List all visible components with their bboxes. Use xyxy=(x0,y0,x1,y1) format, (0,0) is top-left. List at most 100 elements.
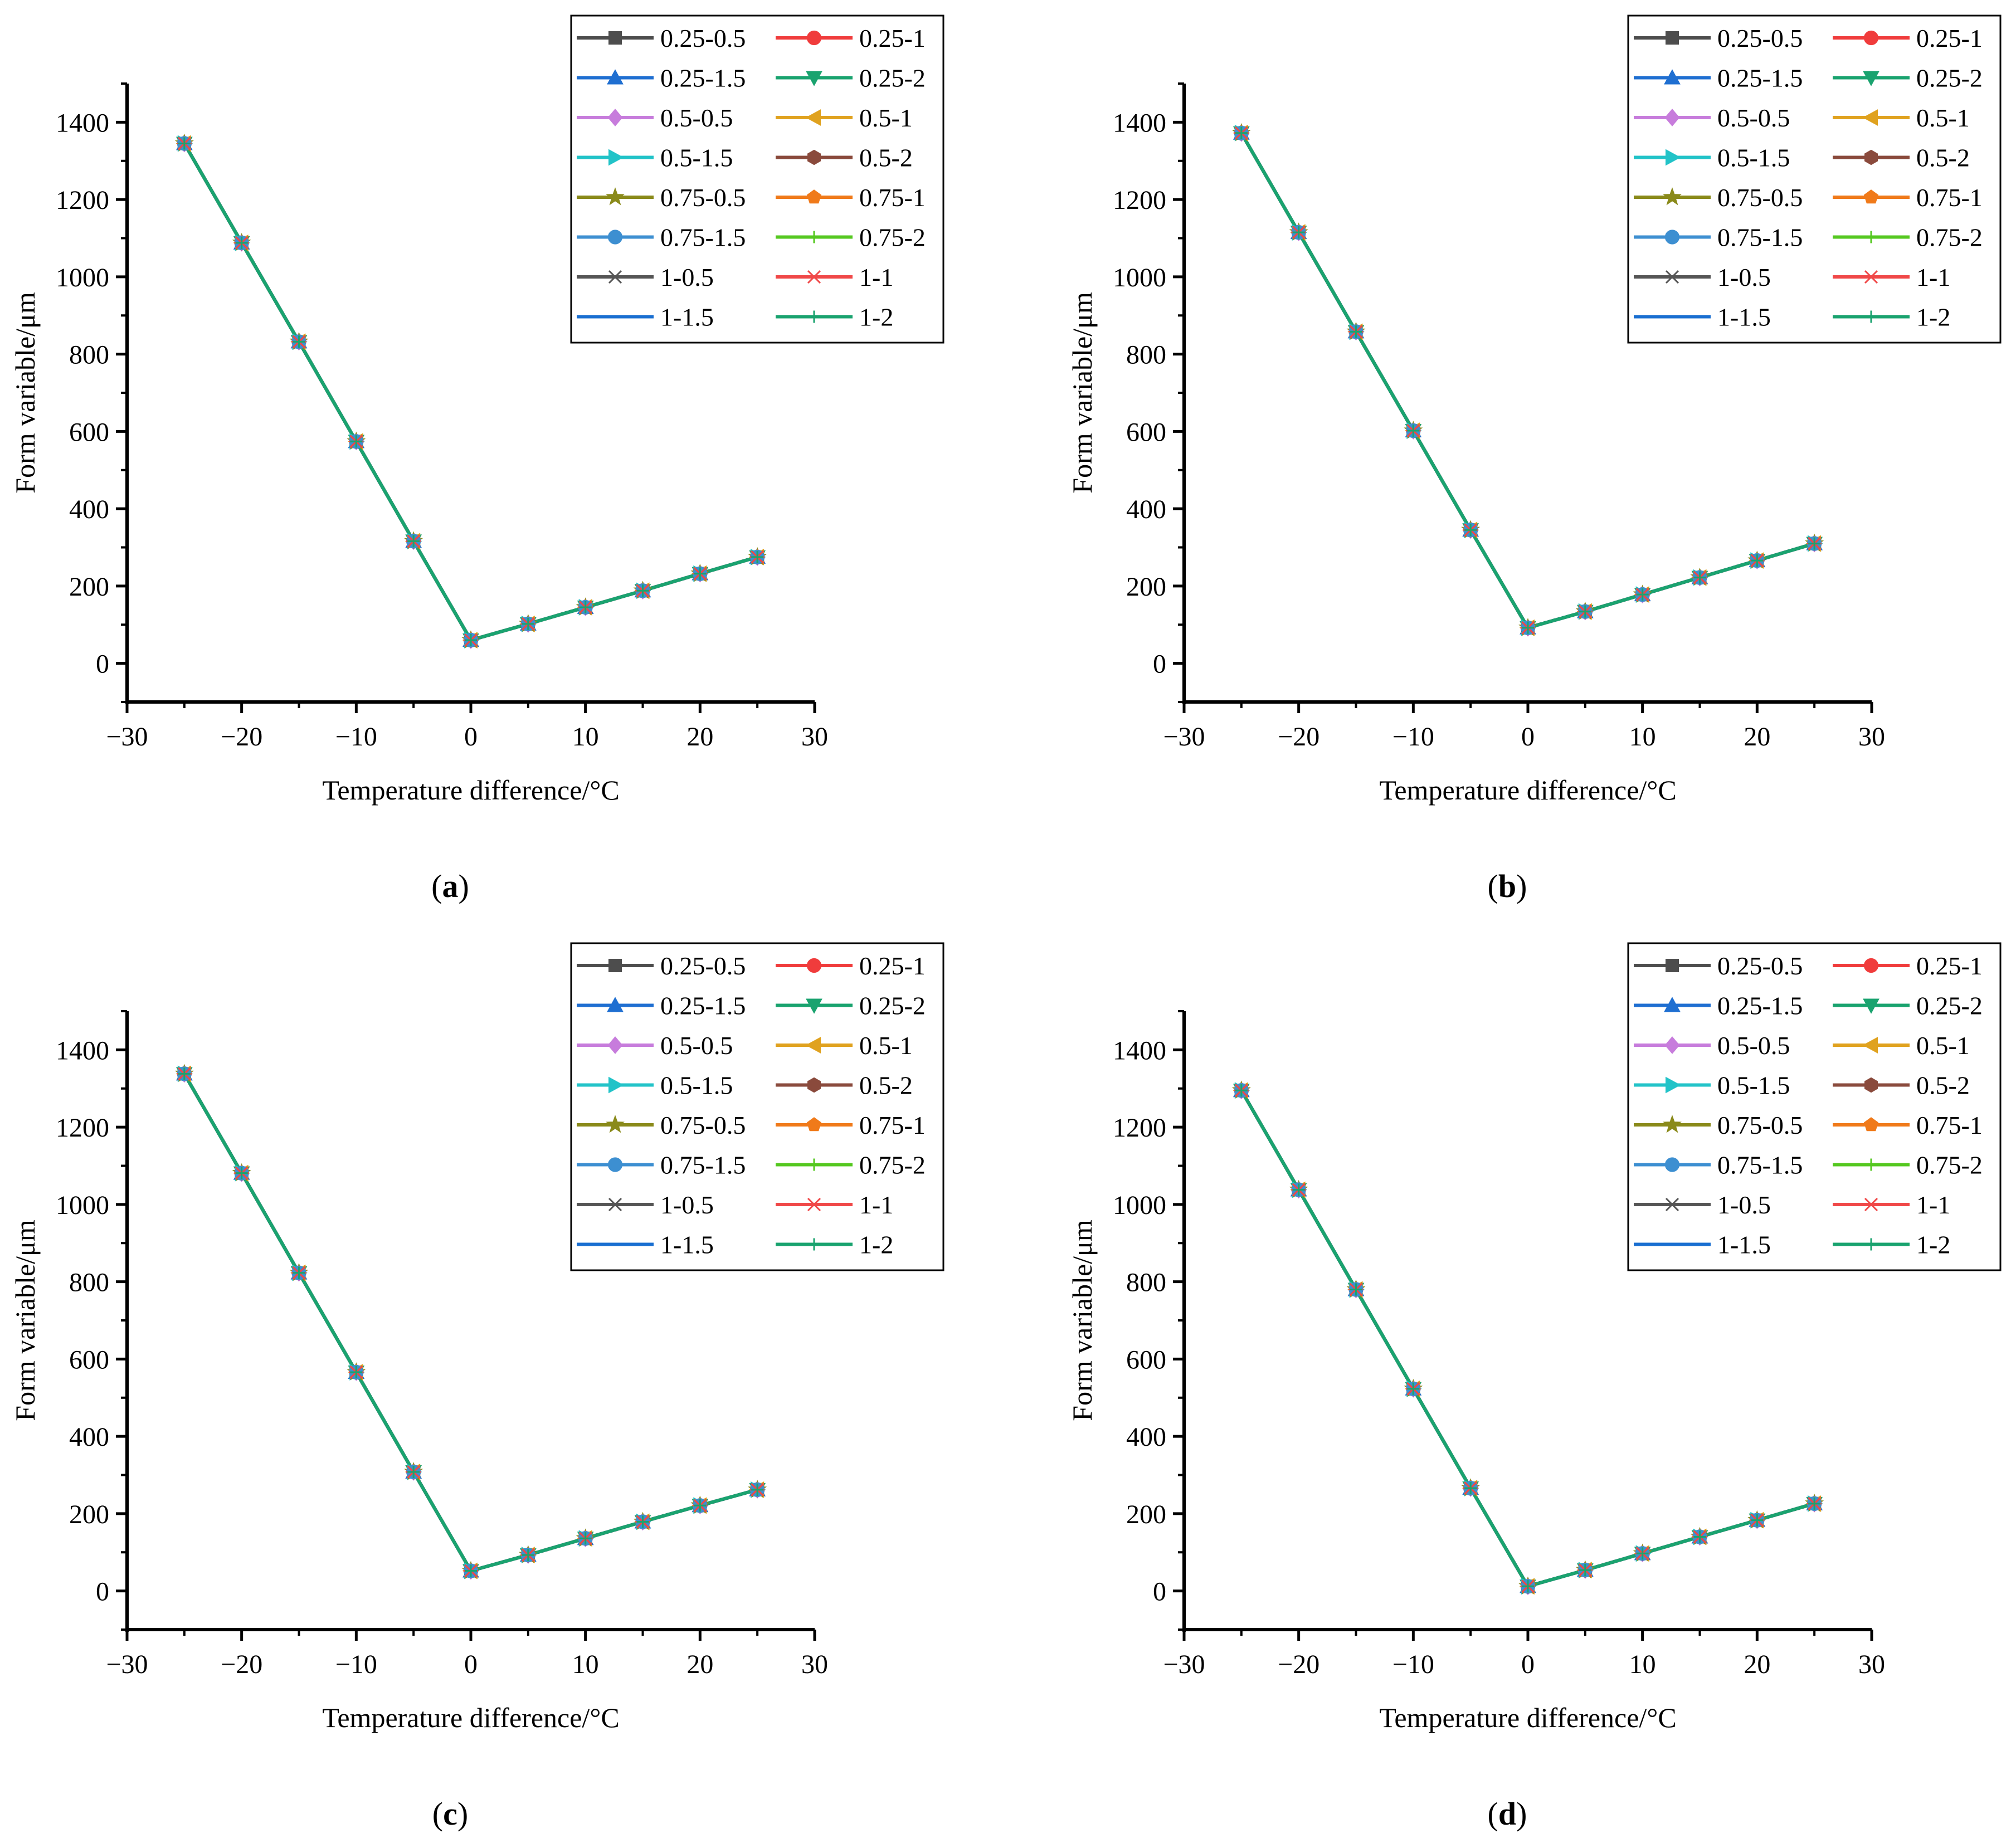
legend-marker xyxy=(808,310,820,323)
legend-marker xyxy=(1862,109,1878,126)
legend-label: 0.25-2 xyxy=(859,64,926,92)
data-point xyxy=(1292,1183,1305,1196)
legend-box xyxy=(1627,14,2002,344)
legend-marker xyxy=(607,109,623,126)
legend-marker xyxy=(1864,1077,1878,1093)
legend-marker xyxy=(1665,270,1679,284)
data-point xyxy=(1693,1530,1706,1543)
data-point xyxy=(1751,554,1764,567)
y-tick-label: 600 xyxy=(1126,417,1166,447)
legend-label: 0.75-0.5 xyxy=(1717,183,1803,212)
data-point xyxy=(1464,1482,1477,1495)
legend-label: 0.75-1.5 xyxy=(660,223,746,252)
legend-label: 0.25-0.5 xyxy=(1717,952,1803,980)
legend-label: 0.25-1.5 xyxy=(1717,992,1803,1020)
legend-label: 1-2 xyxy=(859,1231,893,1259)
data-point xyxy=(465,1564,477,1577)
legend-marker xyxy=(608,1197,622,1212)
x-tick-label: −30 xyxy=(106,1650,148,1679)
legend-label: 0.75-0.5 xyxy=(660,183,746,212)
chart-panel-d: −30 −20 −10 0 10 20 30 0 200 400 600 800 1000 1200 140… xyxy=(1067,942,2002,1832)
legend-marker xyxy=(607,997,624,1012)
legend-label: 1-2 xyxy=(859,303,893,331)
legend-label: 0.5-0.5 xyxy=(660,1031,733,1060)
data-point xyxy=(751,550,764,563)
y-tick-label: 600 xyxy=(1126,1345,1166,1374)
panel-caption: (b) xyxy=(1488,868,1527,904)
legend-label: 0.5-2 xyxy=(859,1071,913,1100)
legend-marker xyxy=(1666,31,1679,45)
legend-marker xyxy=(806,30,822,46)
legend-label: 1-2 xyxy=(1916,1231,1950,1259)
legend-label: 0.75-1.5 xyxy=(660,1151,746,1179)
legend-label: 1-1.5 xyxy=(660,303,714,331)
data-point xyxy=(235,236,248,249)
y-tick-label: 1400 xyxy=(56,1036,109,1065)
y-tick-label: 1000 xyxy=(56,263,109,292)
y-tick-label: 1400 xyxy=(56,108,109,138)
data-point xyxy=(1751,1514,1764,1527)
x-axis-title: Temperature difference/°C xyxy=(322,774,619,806)
legend-label: 0.75-2 xyxy=(1916,223,1983,252)
data-point xyxy=(235,1167,248,1179)
legend-marker xyxy=(1863,998,1879,1014)
legend-label: 0.75-0.5 xyxy=(1717,1111,1803,1139)
x-tick-label: 20 xyxy=(686,1650,713,1679)
legend-label: 0.75-2 xyxy=(859,223,926,252)
x-tick-label: 0 xyxy=(1521,722,1535,752)
y-tick-label: 0 xyxy=(96,1577,109,1607)
legend-label: 0.5-1 xyxy=(859,1031,913,1060)
x-tick-label: 10 xyxy=(1629,722,1656,752)
y-tick-label: 800 xyxy=(69,1268,109,1298)
legend-label: 0.5-1.5 xyxy=(660,1071,733,1100)
data-point xyxy=(1636,1547,1649,1560)
x-tick-label: −10 xyxy=(335,722,377,752)
legend-label: 0.5-1 xyxy=(1916,1031,1970,1060)
y-tick-label: 400 xyxy=(1126,1422,1166,1452)
y-tick-label: 1200 xyxy=(1113,186,1166,215)
legend-label: 1-1.5 xyxy=(660,1231,714,1259)
y-tick-label: 0 xyxy=(1153,1577,1166,1607)
legend-marker xyxy=(1863,1117,1879,1132)
y-tick-label: 1200 xyxy=(1113,1113,1166,1143)
data-point xyxy=(407,1465,420,1478)
x-tick-label: 0 xyxy=(464,1650,478,1679)
data-point xyxy=(178,1067,191,1080)
legend-marker xyxy=(607,69,624,85)
legend-marker xyxy=(806,1197,822,1212)
x-tick-label: 10 xyxy=(1629,1650,1656,1679)
legend-marker xyxy=(1664,69,1681,85)
legend-marker xyxy=(1664,997,1681,1012)
data-point xyxy=(1522,621,1534,634)
legend-marker xyxy=(1664,1157,1680,1172)
panel-caption: (d) xyxy=(1488,1796,1527,1832)
data-point xyxy=(1464,524,1477,537)
data-point xyxy=(522,617,534,630)
y-tick-label: 1200 xyxy=(56,186,109,215)
legend-marker xyxy=(1666,149,1681,166)
x-tick-label: 30 xyxy=(801,722,828,752)
data-point xyxy=(293,1266,305,1279)
y-axis-title: Form variable/μm xyxy=(9,1220,41,1421)
legend-marker xyxy=(806,71,822,86)
x-tick-label: 10 xyxy=(572,1650,599,1679)
legend-marker xyxy=(805,109,821,126)
legend-marker xyxy=(606,1115,625,1133)
data-point xyxy=(407,535,420,548)
data-point xyxy=(1636,588,1649,601)
legend-label: 0.25-1.5 xyxy=(660,64,746,92)
data-point xyxy=(293,335,305,348)
panel-caption: (a) xyxy=(431,868,469,904)
legend-box xyxy=(1627,942,2002,1271)
data-point xyxy=(350,1366,363,1378)
y-tick-label: 400 xyxy=(1126,495,1166,524)
legend-label: 0.25-2 xyxy=(1916,64,1983,92)
x-axis-title: Temperature difference/°C xyxy=(1379,1702,1676,1733)
data-point xyxy=(350,435,363,448)
x-tick-label: 0 xyxy=(1521,1650,1535,1679)
legend-label: 0.5-0.5 xyxy=(1717,1031,1790,1060)
legend-marker xyxy=(1666,1076,1681,1094)
legend-label: 1-1 xyxy=(859,1191,893,1219)
legend-label: 1-2 xyxy=(1916,303,1950,331)
